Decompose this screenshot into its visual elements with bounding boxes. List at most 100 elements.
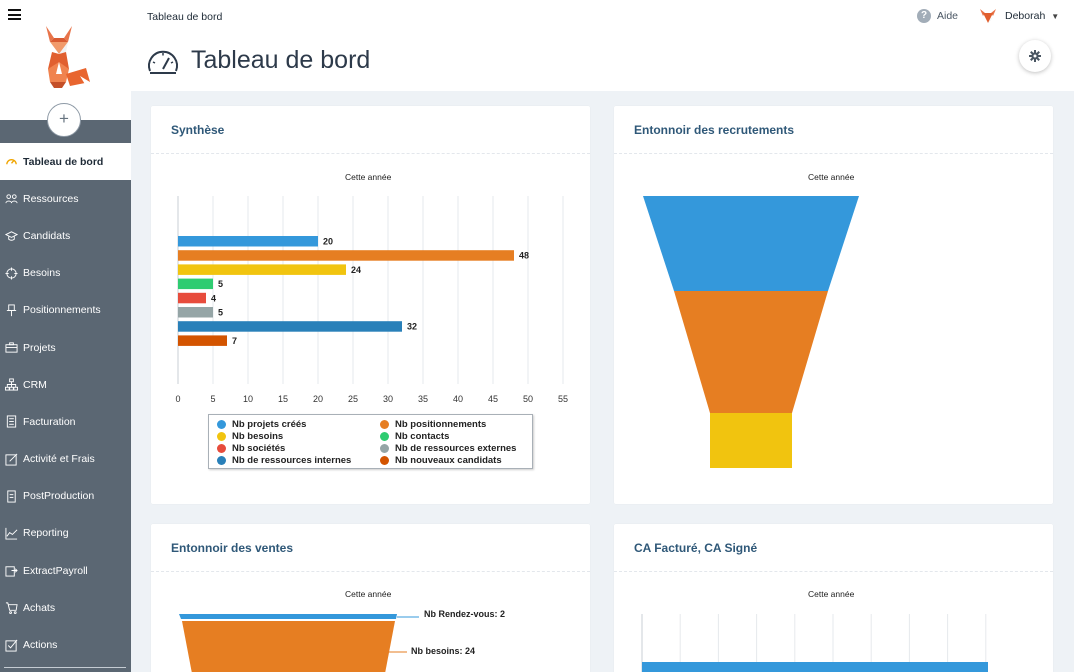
legend-label: Nb de ressources externes (395, 443, 517, 454)
page-header: Tableau de bord (131, 34, 1074, 91)
sidebar-item-label: Besoins (23, 267, 61, 280)
document-icon (4, 489, 19, 504)
caret-down-icon: ▼ (1051, 11, 1060, 21)
sidebar-item-facturation[interactable]: Facturation (0, 403, 131, 440)
sidebar-item-label: Ressources (23, 192, 79, 205)
chart-subtitle: Cette année (808, 589, 855, 599)
add-button[interactable]: + (47, 103, 81, 137)
sidebar-item-candidats[interactable]: Candidats (0, 217, 131, 254)
user-menu[interactable]: Deborah ▼ (979, 8, 1059, 24)
bar (178, 236, 318, 247)
invoice-icon (4, 414, 19, 429)
data-label: 5 (218, 308, 223, 318)
sidebar-item-positionnements[interactable]: Positionnements (0, 292, 131, 329)
sidebar-item-label: Projets (23, 341, 56, 354)
legend-item[interactable]: Nb projets créés (217, 419, 306, 430)
funnel-label: Nb Rendez-vous: 2 (424, 609, 505, 619)
sidebar-item-label: Positionnements (23, 304, 101, 317)
line-chart-icon (4, 526, 19, 541)
funnel-label: Nb besoins: 24 (411, 646, 475, 656)
card-title: Entonnoir des ventes (171, 541, 294, 555)
data-label: 5 (218, 279, 223, 289)
bar (178, 292, 206, 304)
dashboard-settings-button[interactable] (1019, 40, 1051, 72)
help-link[interactable]: ? Aide (917, 9, 958, 23)
card-title: Entonnoir des recrutements (634, 123, 795, 137)
checklist-icon (4, 638, 19, 653)
menu-icon[interactable] (8, 9, 21, 20)
sidebar-item-achats[interactable]: Achats (0, 589, 131, 626)
data-label: 24 (351, 265, 361, 275)
sidebar-item-reporting[interactable]: Reporting (0, 515, 131, 552)
legend-item[interactable]: Nb de ressources externes (380, 443, 516, 454)
bar (178, 264, 346, 275)
legend-label: Nb projets créés (232, 419, 307, 430)
card-title: Synthèse (171, 123, 225, 137)
legend-item[interactable]: Nb de ressources internes (217, 455, 351, 466)
legend-marker (380, 444, 389, 453)
sidebar-item-label: Achats (23, 601, 56, 614)
help-icon: ? (917, 9, 931, 23)
divider (151, 153, 590, 154)
sidebar-item-label: PostProduction (23, 490, 95, 503)
cart-icon (4, 600, 19, 615)
legend-item[interactable]: Nb nouveaux candidats (380, 455, 502, 466)
sidebar-item-postproduction[interactable]: PostProduction (0, 478, 131, 515)
export-icon (4, 563, 19, 578)
sidebar-item-besoins[interactable]: Besoins (0, 255, 131, 292)
sidebar-item-crm[interactable]: CRM (0, 366, 131, 403)
bar (178, 250, 514, 261)
x-tick-label: 35 (418, 394, 428, 404)
user-name: Deborah (1005, 10, 1046, 22)
legend-item[interactable]: Nb contacts (380, 431, 449, 442)
sidebar-item-label: Facturation (23, 415, 76, 428)
users-icon (4, 191, 19, 206)
page-title: Tableau de bord (191, 46, 371, 74)
divider (151, 571, 590, 572)
legend-marker (217, 456, 226, 465)
legend-label: Nb positionnements (395, 419, 487, 430)
breadcrumb[interactable]: Tableau de bord (147, 11, 223, 23)
legend-item[interactable]: Nb positionnements (380, 419, 486, 430)
sidebar-item-extractpayroll[interactable]: ExtractPayroll (0, 552, 131, 589)
data-label: 20 (323, 237, 333, 247)
funnel-segment (674, 291, 828, 413)
funnel-segment (643, 196, 859, 291)
sidebar-item-ressources[interactable]: Ressources (0, 180, 131, 217)
sidebar-item-label: Activité et Frais (23, 453, 95, 466)
help-label: Aide (937, 10, 959, 22)
bar (178, 321, 402, 332)
briefcase-icon (4, 340, 19, 355)
x-tick-label: 0 (175, 394, 180, 404)
sidebar-item-label: Tableau de bord (23, 155, 104, 168)
sidebar-item-actions[interactable]: Actions (0, 626, 131, 663)
x-tick-label: 40 (453, 394, 463, 404)
sidebar-item-activite-et-frais[interactable]: Activité et Frais (0, 441, 131, 478)
legend-item[interactable]: Nb sociétés (217, 443, 285, 454)
sidebar-item-tableau-de-bord[interactable]: Tableau de bord (0, 143, 131, 181)
sidebar-item-label: Candidats (23, 229, 71, 242)
sidebar-item-projets[interactable]: Projets (0, 329, 131, 366)
graduation-cap-icon (4, 228, 19, 243)
x-tick-label: 50 (523, 394, 533, 404)
bar (178, 278, 213, 290)
card-ca-facture-signe: CA Facturé, CA Signé Cette année (614, 524, 1053, 672)
legend-item[interactable]: Nb besoins (217, 431, 283, 442)
sitemap-icon (4, 377, 19, 392)
legend-marker (217, 444, 226, 453)
legend-marker (217, 432, 226, 441)
funnel-segment (182, 621, 395, 672)
x-tick-label: 45 (488, 394, 498, 404)
legend-label: Nb sociétés (232, 443, 286, 454)
data-label: 48 (519, 251, 529, 261)
card-title: CA Facturé, CA Signé (634, 541, 758, 555)
legend-marker (217, 420, 226, 429)
chart-subtitle: Cette année (808, 172, 855, 182)
topbar: Tableau de bord ? Aide Deborah ▼ (131, 0, 1074, 34)
bar (178, 307, 213, 318)
x-tick-label: 15 (278, 394, 288, 404)
legend-label: Nb nouveaux candidats (395, 455, 502, 466)
chart-subtitle: Cette année (345, 589, 392, 599)
divider (614, 571, 1053, 572)
